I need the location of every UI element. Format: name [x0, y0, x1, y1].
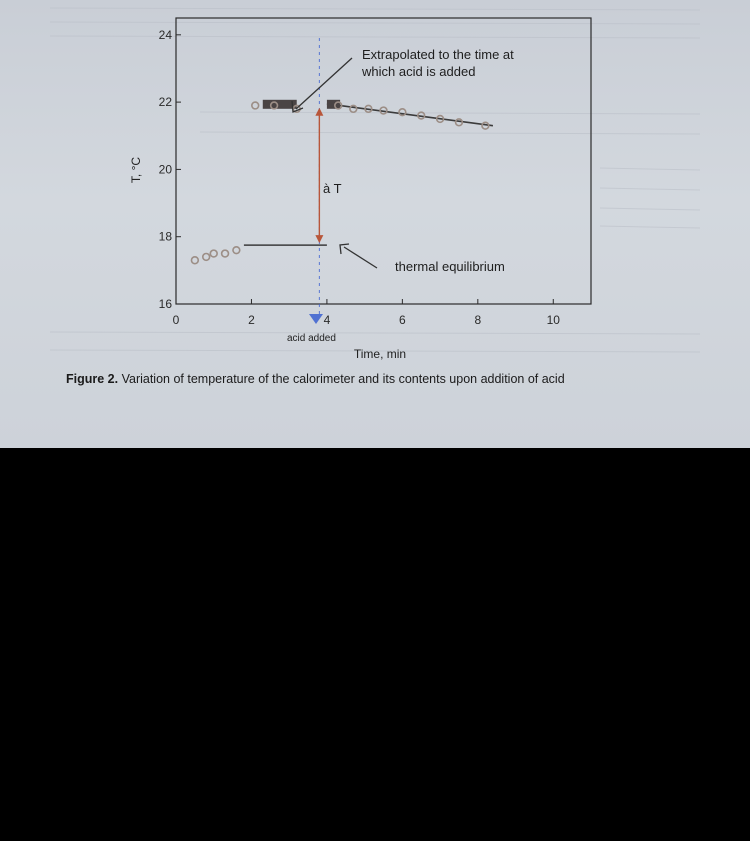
extrapolated-segments [262, 99, 341, 109]
data-point [349, 104, 358, 114]
y-tick-label: 18 [159, 230, 173, 244]
acid-added-label: acid added [287, 333, 336, 344]
page-texture [49, 7, 701, 353]
data-point [190, 256, 200, 265]
delta-t-label: à T [323, 181, 342, 196]
figure-caption-text: Variation of temperature of the calorime… [121, 372, 565, 386]
data-point [398, 108, 407, 117]
x-tick-label: 2 [248, 313, 255, 327]
x-tick-label: 10 [547, 313, 561, 327]
data-point [364, 104, 373, 114]
delta-t-arrow [315, 107, 324, 244]
data-point [417, 111, 426, 120]
extrapolated-segment [326, 99, 341, 109]
photographed-page: 16 18 20 22 24 0 2 4 6 8 10 T, °C Time, min Extra… [0, 0, 750, 448]
thermal-equilibrium-label: thermal equilibrium [395, 259, 505, 274]
fit-lines [243, 103, 494, 246]
data-point [454, 118, 464, 127]
figure-caption-label: Figure 2. [66, 372, 119, 386]
data-point [334, 101, 343, 110]
x-tick-label: 4 [324, 313, 331, 327]
x-axis-title: Time, min [354, 347, 406, 361]
data-point [232, 245, 241, 255]
data-point [435, 114, 445, 124]
extrapolated-note-line-2: which acid is added [361, 64, 475, 79]
data-point [269, 101, 279, 110]
annotation-arrows [291, 57, 378, 269]
data-point [251, 101, 260, 110]
plot-frame [175, 17, 592, 305]
y-tick-label: 22 [159, 95, 173, 109]
x-tick-label: 0 [173, 313, 180, 327]
figure-caption: Figure 2. Variation of temperature of th… [66, 372, 565, 386]
y-tick-label: 16 [159, 297, 173, 311]
acid-added-marker [309, 314, 323, 324]
y-tick-label: 24 [159, 28, 173, 42]
data-point [220, 249, 230, 258]
extrapolated-segment [262, 99, 297, 109]
y-axis-title: T, °C [129, 157, 143, 183]
x-axis: 0 2 4 6 8 10 [173, 299, 561, 327]
fit-line [326, 103, 494, 127]
data-point [481, 121, 490, 130]
data-point [201, 252, 211, 262]
extrapolated-note-line-1: Extrapolated to the time at [362, 47, 514, 62]
data-points [190, 101, 490, 265]
y-axis: 16 18 20 22 24 [159, 28, 181, 311]
x-tick-label: 6 [399, 313, 406, 327]
data-point [209, 249, 218, 258]
data-point [379, 106, 388, 115]
y-tick-label: 20 [159, 162, 173, 176]
x-tick-label: 8 [474, 313, 481, 327]
